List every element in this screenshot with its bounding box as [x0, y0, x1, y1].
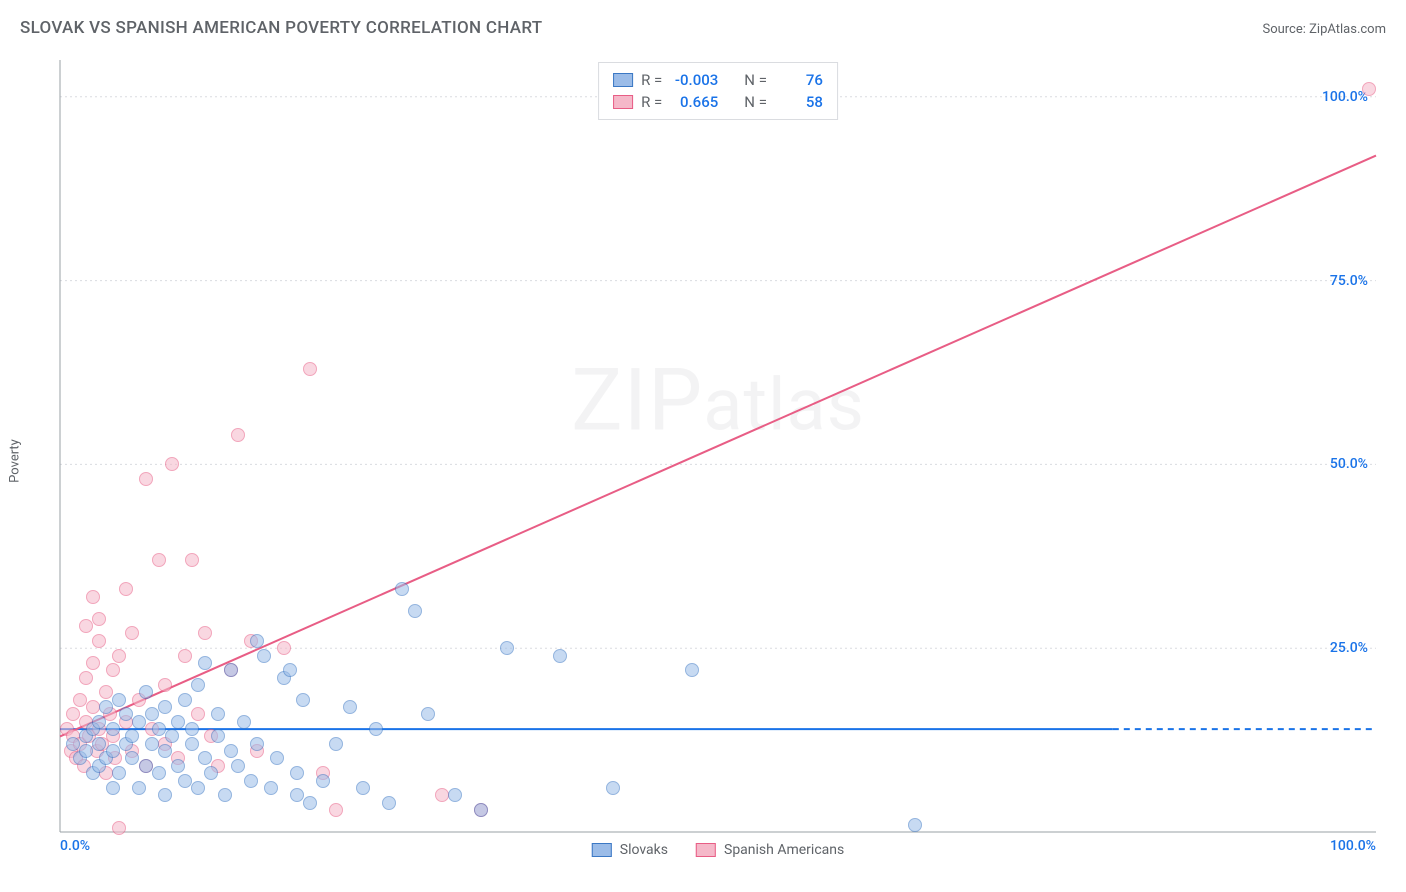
legend-swatch-1	[592, 843, 612, 857]
data-point	[191, 678, 205, 692]
data-point	[316, 774, 330, 788]
data-point	[435, 788, 449, 802]
data-point	[73, 693, 87, 707]
y-tick-label: 100.0%	[1322, 89, 1368, 105]
swatch-series-2	[613, 95, 633, 109]
data-point	[86, 700, 100, 714]
data-point	[178, 649, 192, 663]
data-point	[231, 428, 245, 442]
n-label-2: N =	[744, 91, 767, 113]
r-label-1: R =	[641, 69, 662, 91]
data-point	[178, 774, 192, 788]
series-legend: Slovaks Spanish Americans	[592, 842, 844, 858]
stats-legend: R = -0.003 N = 76 R = 0.665 N = 58	[598, 62, 838, 120]
source-prefix: Source:	[1262, 22, 1309, 37]
data-point	[290, 788, 304, 802]
legend-label-2: Spanish Americans	[724, 842, 844, 858]
data-point	[106, 722, 120, 736]
data-point	[303, 796, 317, 810]
data-point	[112, 821, 126, 835]
data-point	[685, 663, 699, 677]
data-point	[185, 722, 199, 736]
data-point	[908, 818, 922, 832]
data-point	[139, 685, 153, 699]
source-link[interactable]: ZipAtlas.com	[1309, 22, 1386, 37]
data-point	[474, 803, 488, 817]
y-tick-label: 25.0%	[1330, 640, 1368, 656]
swatch-series-1	[613, 73, 633, 87]
data-point	[132, 781, 146, 795]
data-point	[277, 641, 291, 655]
data-point	[145, 737, 159, 751]
data-point	[606, 781, 620, 795]
legend-item-2: Spanish Americans	[696, 842, 844, 858]
data-point	[244, 774, 258, 788]
data-point	[152, 766, 166, 780]
stats-row-2: R = 0.665 N = 58	[613, 91, 823, 113]
n-value-1: 76	[775, 69, 823, 91]
data-point	[185, 737, 199, 751]
r-value-2: 0.665	[670, 91, 718, 113]
plot-area: ZIPatlas 25.0%50.0%75.0%100.0% 0.0% 100.…	[60, 60, 1376, 832]
data-point	[66, 737, 80, 751]
chart-title: SLOVAK VS SPANISH AMERICAN POVERTY CORRE…	[20, 18, 542, 38]
stats-row-1: R = -0.003 N = 76	[613, 69, 823, 91]
data-point	[178, 693, 192, 707]
r-value-1: -0.003	[670, 69, 718, 91]
x-axis-max-label: 100.0%	[1330, 838, 1376, 854]
data-point	[112, 693, 126, 707]
data-point	[290, 766, 304, 780]
data-point	[448, 788, 462, 802]
data-point	[86, 590, 100, 604]
data-point	[79, 671, 93, 685]
data-point	[86, 656, 100, 670]
data-point	[139, 472, 153, 486]
legend-swatch-2	[696, 843, 716, 857]
data-point	[106, 744, 120, 758]
source-attribution: Source: ZipAtlas.com	[1262, 22, 1386, 37]
n-value-2: 58	[775, 91, 823, 113]
data-point	[185, 553, 199, 567]
data-point	[343, 700, 357, 714]
chart-container: Poverty ZIPatlas 25.0%50.0%75.0%100.0% 0…	[20, 50, 1386, 872]
data-point	[264, 781, 278, 795]
data-point	[191, 781, 205, 795]
data-point	[237, 715, 251, 729]
y-tick-label: 50.0%	[1330, 456, 1368, 472]
data-point	[152, 553, 166, 567]
data-point	[303, 362, 317, 376]
data-point	[553, 649, 567, 663]
data-point	[139, 759, 153, 773]
x-axis-min-label: 0.0%	[60, 838, 90, 854]
y-axis-label: Poverty	[8, 439, 23, 483]
legend-label-1: Slovaks	[620, 842, 668, 858]
data-point	[112, 649, 126, 663]
y-tick-label: 75.0%	[1330, 273, 1368, 289]
data-point	[132, 715, 146, 729]
data-point	[382, 796, 396, 810]
data-point	[152, 722, 166, 736]
data-point	[231, 759, 245, 773]
legend-item-1: Slovaks	[592, 842, 668, 858]
data-point	[99, 700, 113, 714]
data-point	[257, 649, 271, 663]
data-point	[106, 781, 120, 795]
r-label-2: R =	[641, 91, 662, 113]
data-point	[198, 656, 212, 670]
data-point	[106, 663, 120, 677]
n-label-1: N =	[744, 69, 767, 91]
data-point	[356, 781, 370, 795]
data-point	[369, 722, 383, 736]
data-point	[218, 788, 232, 802]
data-svg	[60, 60, 1376, 832]
